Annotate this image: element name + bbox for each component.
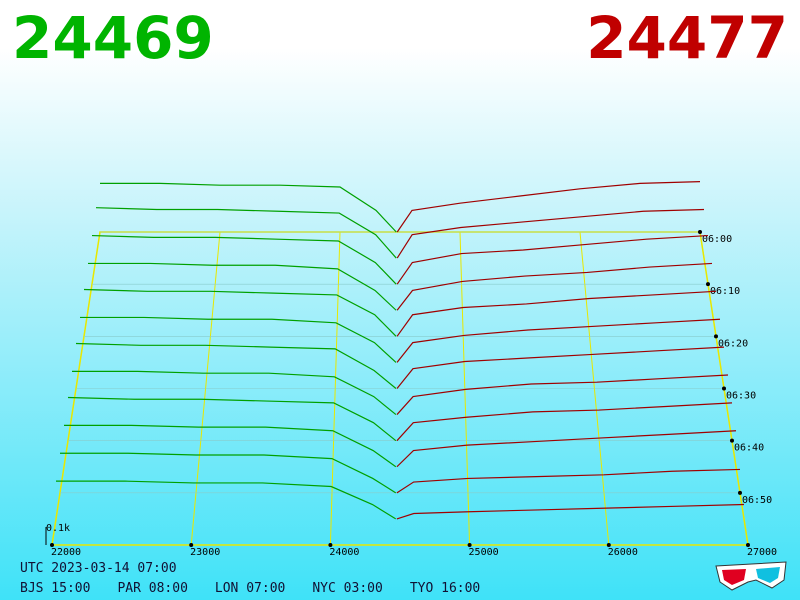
depth-line <box>95 207 397 259</box>
depth-line <box>72 370 397 416</box>
city-time: LON 07:00 <box>214 581 286 596</box>
depth-line <box>396 346 725 389</box>
x-tick-label: 22000 <box>51 547 81 558</box>
depth-line <box>396 402 733 442</box>
depth-line <box>67 396 397 442</box>
depth-line <box>396 234 709 285</box>
x-tick-label: 27000 <box>747 547 777 558</box>
depth-line <box>396 468 741 494</box>
depth-line <box>91 234 397 285</box>
t-tick-label: 06:00 <box>702 234 732 245</box>
bid-price: 24469 <box>12 4 214 72</box>
x-tick-dot <box>467 543 472 547</box>
x-tick-label: 23000 <box>190 547 220 558</box>
t-tick-label: 06:20 <box>718 338 748 349</box>
x-tick-label: 26000 <box>608 547 638 558</box>
depth-line <box>396 503 745 520</box>
depth-line <box>396 181 701 233</box>
depth-line <box>396 318 721 363</box>
x-tick-dot <box>189 543 194 547</box>
depth-line <box>396 208 705 259</box>
city-time: NYC 03:00 <box>312 581 383 596</box>
t-tick-dot <box>714 334 718 339</box>
depth-line <box>60 452 397 494</box>
t-tick-dot <box>698 230 702 234</box>
depth-line <box>396 262 713 311</box>
t-tick-dot <box>722 386 726 391</box>
city-times: BJS 15:00 PAR 08:00 LON 07:00 NYC 03:00 TYO … <box>20 581 507 596</box>
depth-line <box>75 342 397 389</box>
t-tick-label: 06:40 <box>734 443 764 454</box>
t-tick-dot <box>706 282 710 287</box>
x-tick-dot <box>328 543 333 547</box>
t-tick-dot <box>730 438 734 443</box>
depth-tick-label: 0.1k <box>46 523 70 534</box>
x-tick-dot <box>606 543 611 547</box>
x-tick-label: 24000 <box>329 547 359 558</box>
x-tick-label: 25000 <box>469 547 499 558</box>
ask-price: 24477 <box>586 4 788 72</box>
city-time: TYO 16:00 <box>409 581 481 596</box>
t-tick-dot <box>738 490 742 495</box>
depth-line <box>396 430 737 468</box>
depth-line <box>64 424 397 468</box>
depth-line <box>56 480 397 520</box>
3d-glasses-icon[interactable] <box>712 558 792 598</box>
depth-line <box>88 262 397 311</box>
city-time: BJS 15:00 <box>20 581 91 596</box>
depth-line <box>396 290 717 337</box>
utc-time: UTC 2023-03-14 07:00 <box>20 561 177 576</box>
x-tick-dot <box>50 543 54 547</box>
t-tick-label: 06:30 <box>726 391 756 402</box>
depth-line <box>396 374 729 415</box>
t-tick-label: 06:10 <box>710 286 740 297</box>
x-tick-dot <box>746 543 750 547</box>
depth-line <box>83 288 397 337</box>
depth-line <box>80 316 397 363</box>
depth-line <box>100 182 397 233</box>
t-tick-label: 06:50 <box>742 495 772 506</box>
city-time: PAR 08:00 <box>117 581 188 596</box>
